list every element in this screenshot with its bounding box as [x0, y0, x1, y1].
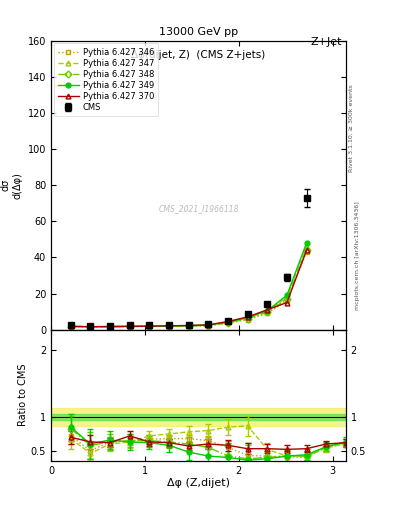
Pythia 6.427 348	[206, 323, 211, 329]
Line: Pythia 6.427 370: Pythia 6.427 370	[68, 248, 309, 329]
Pythia 6.427 348	[265, 309, 270, 315]
Pythia 6.427 370	[285, 300, 289, 306]
Line: Pythia 6.427 346: Pythia 6.427 346	[68, 249, 309, 329]
Pythia 6.427 349	[226, 319, 230, 325]
Pythia 6.427 347	[186, 323, 191, 329]
Pythia 6.427 370	[186, 323, 191, 329]
Pythia 6.427 346	[127, 324, 132, 330]
Pythia 6.427 370	[68, 323, 73, 329]
Pythia 6.427 349	[285, 292, 289, 298]
Pythia 6.427 347	[127, 323, 132, 329]
Pythia 6.427 347	[88, 324, 93, 330]
Pythia 6.427 347	[167, 323, 171, 329]
Pythia 6.427 370	[206, 322, 211, 328]
Pythia 6.427 348	[226, 319, 230, 326]
Pythia 6.427 346	[88, 324, 93, 330]
Pythia 6.427 370	[147, 323, 152, 329]
Pythia 6.427 346	[108, 324, 112, 330]
Line: Pythia 6.427 348: Pythia 6.427 348	[68, 248, 309, 329]
Pythia 6.427 348	[285, 296, 289, 302]
Pythia 6.427 346	[265, 310, 270, 316]
Text: CMS_2021_I1966118: CMS_2021_I1966118	[158, 204, 239, 213]
Pythia 6.427 346	[245, 316, 250, 323]
Pythia 6.427 346	[226, 320, 230, 326]
Pythia 6.427 349	[186, 323, 191, 329]
Pythia 6.427 347	[285, 294, 289, 300]
Pythia 6.427 349	[108, 324, 112, 330]
Legend: Pythia 6.427 346, Pythia 6.427 347, Pythia 6.427 348, Pythia 6.427 349, Pythia 6: Pythia 6.427 346, Pythia 6.427 347, Pyth…	[53, 44, 158, 116]
Pythia 6.427 348	[186, 323, 191, 329]
X-axis label: Δφ (Z,dijet): Δφ (Z,dijet)	[167, 478, 230, 488]
Pythia 6.427 370	[304, 247, 309, 253]
Bar	[51, 414, 346, 420]
Pythia 6.427 349	[147, 323, 152, 329]
Pythia 6.427 348	[167, 323, 171, 329]
Bar	[51, 408, 346, 426]
Pythia 6.427 348	[88, 324, 93, 330]
Pythia 6.427 370	[108, 324, 112, 330]
Pythia 6.427 370	[245, 314, 250, 320]
Y-axis label: dσ
d(Δφ): dσ d(Δφ)	[0, 172, 22, 199]
Pythia 6.427 346	[206, 323, 211, 329]
Pythia 6.427 370	[226, 318, 230, 325]
Pythia 6.427 347	[265, 309, 270, 315]
Pythia 6.427 347	[304, 244, 309, 250]
Pythia 6.427 348	[147, 323, 152, 329]
Pythia 6.427 347	[108, 324, 112, 330]
Line: Pythia 6.427 349: Pythia 6.427 349	[68, 241, 309, 329]
Pythia 6.427 348	[245, 316, 250, 322]
Pythia 6.427 348	[304, 247, 309, 253]
Text: Δφ(dijet, Z)  (CMS Z+jets): Δφ(dijet, Z) (CMS Z+jets)	[131, 50, 266, 59]
Pythia 6.427 346	[68, 324, 73, 330]
Pythia 6.427 349	[206, 322, 211, 328]
Pythia 6.427 370	[88, 324, 93, 330]
Pythia 6.427 348	[108, 324, 112, 330]
Pythia 6.427 370	[127, 323, 132, 329]
Pythia 6.427 346	[285, 297, 289, 304]
Pythia 6.427 346	[147, 323, 152, 329]
Pythia 6.427 370	[265, 307, 270, 313]
Text: Rivet 3.1.10, ≥ 300k events: Rivet 3.1.10, ≥ 300k events	[349, 84, 354, 172]
Pythia 6.427 347	[245, 315, 250, 321]
Pythia 6.427 349	[304, 240, 309, 246]
Text: mcplots.cern.ch [arXiv:1306.3436]: mcplots.cern.ch [arXiv:1306.3436]	[355, 202, 360, 310]
Title: 13000 GeV pp: 13000 GeV pp	[159, 28, 238, 37]
Pythia 6.427 347	[68, 323, 73, 329]
Pythia 6.427 349	[265, 308, 270, 314]
Pythia 6.427 349	[127, 323, 132, 329]
Line: Pythia 6.427 347: Pythia 6.427 347	[68, 244, 309, 329]
Pythia 6.427 346	[186, 323, 191, 329]
Text: Z+Jet: Z+Jet	[310, 37, 342, 47]
Pythia 6.427 347	[147, 323, 152, 329]
Pythia 6.427 349	[167, 323, 171, 329]
Pythia 6.427 346	[304, 249, 309, 255]
Pythia 6.427 347	[206, 322, 211, 328]
Pythia 6.427 370	[167, 323, 171, 329]
Pythia 6.427 347	[226, 319, 230, 326]
Pythia 6.427 348	[68, 324, 73, 330]
Pythia 6.427 349	[68, 323, 73, 329]
Pythia 6.427 348	[127, 324, 132, 330]
Pythia 6.427 349	[88, 324, 93, 330]
Pythia 6.427 346	[167, 323, 171, 329]
Pythia 6.427 349	[245, 314, 250, 321]
Y-axis label: Ratio to CMS: Ratio to CMS	[18, 364, 28, 426]
